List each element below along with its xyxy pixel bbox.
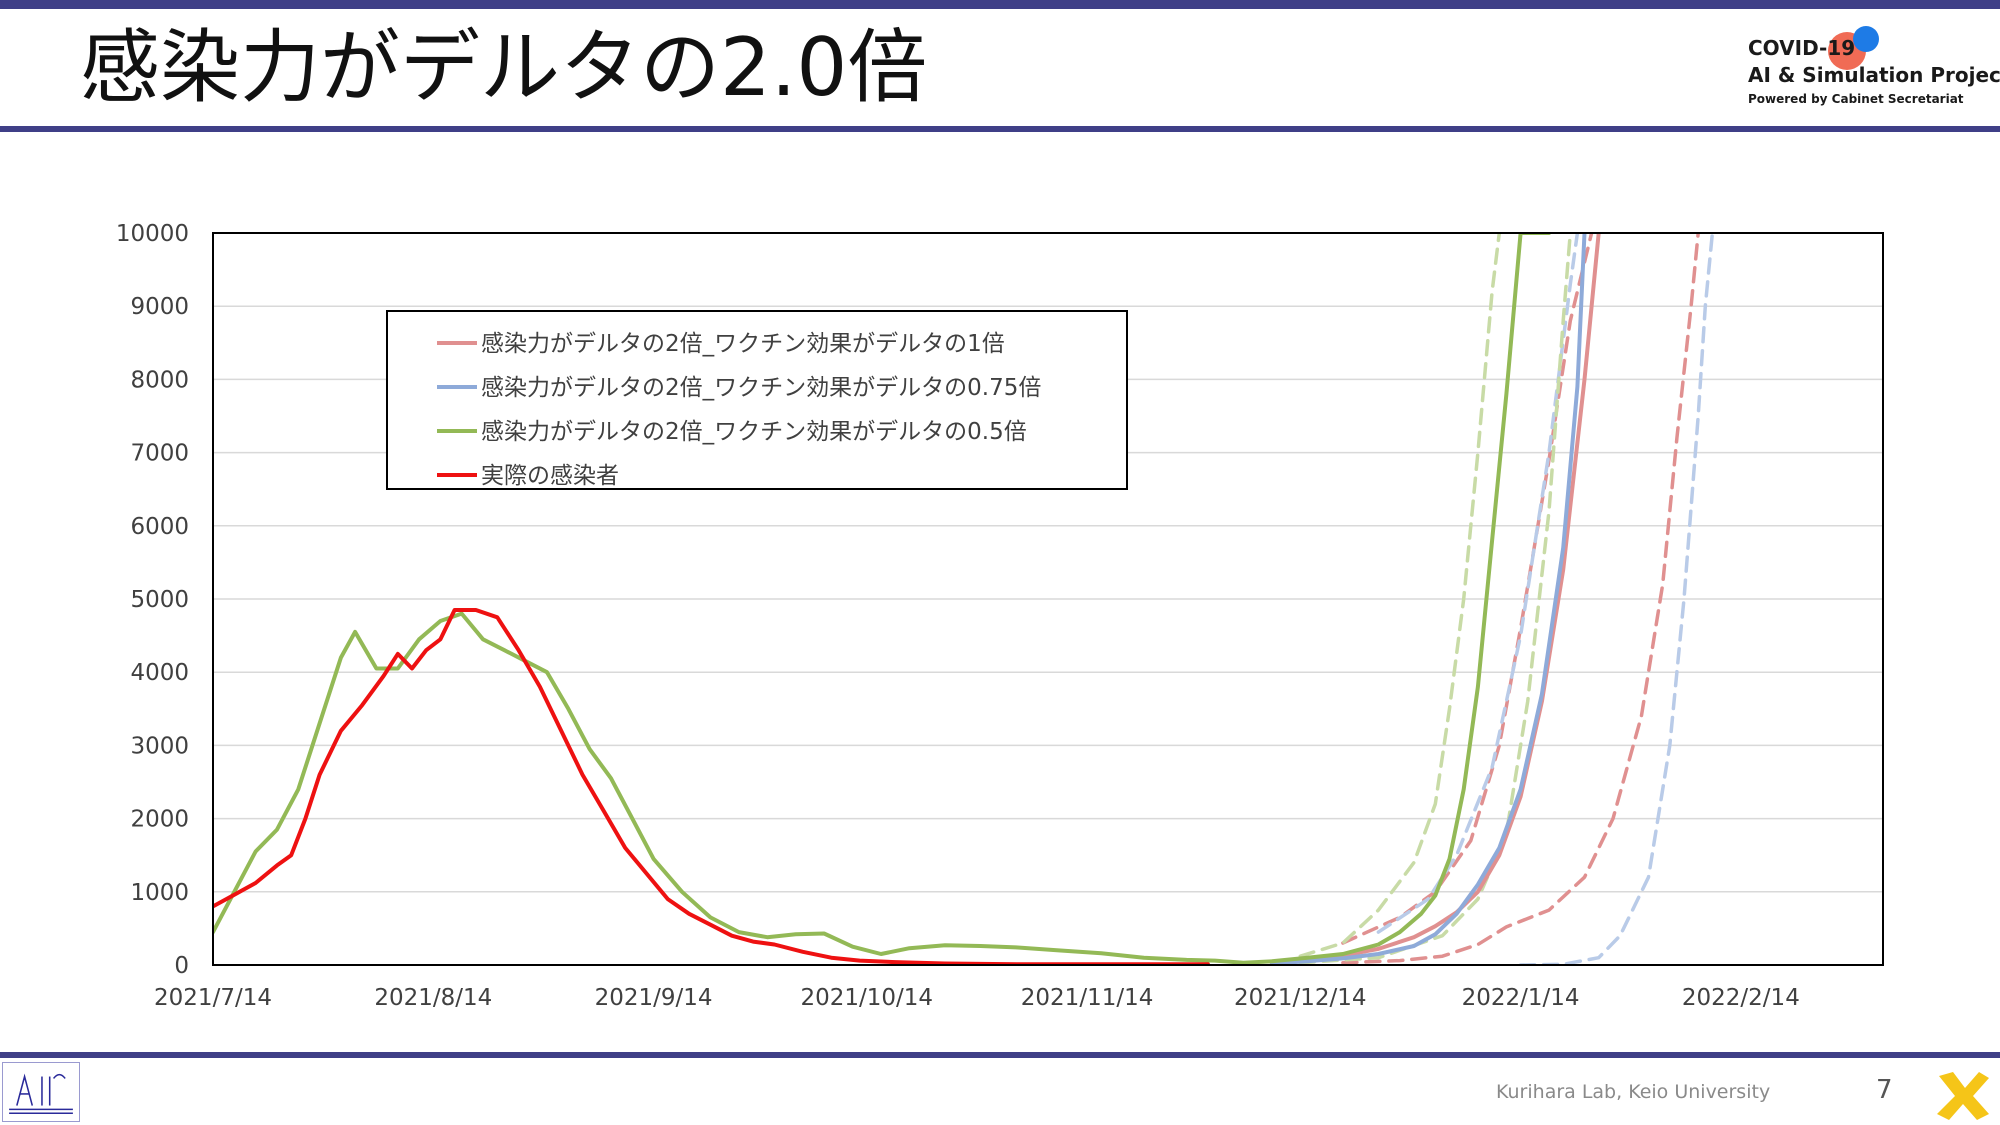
y-tick-label: 3000 (130, 733, 189, 759)
y-tick-label: 4000 (130, 660, 189, 686)
y-tick-label: 2000 (130, 807, 189, 833)
x-tick-label: 2021/11/14 (1021, 985, 1154, 1011)
corner-cross-icon (1937, 1072, 1989, 1120)
footer-rule (0, 1052, 2000, 1058)
y-tick-label: 7000 (130, 441, 189, 467)
logo-line-3: Powered by Cabinet Secretariat (1748, 92, 1964, 106)
covid-project-logo: COVID-19 AI & Simulation Project Powered… (1745, 22, 2000, 117)
dashed-series-line (1298, 233, 1502, 958)
logo-line-1: COVID-19 (1748, 36, 1856, 60)
x-tick-label: 2021/10/14 (800, 985, 933, 1011)
y-tick-label: 0 (174, 953, 189, 979)
x-tick-label: 2021/9/14 (595, 985, 713, 1011)
y-tick-label: 10000 (116, 221, 189, 247)
top-accent-bar (0, 0, 2000, 9)
slide-title: 感染力がデルタの2.0倍 (80, 21, 928, 114)
legend-entry: 感染力がデルタの2倍_ワクチン効果がデルタの1倍 (481, 331, 1005, 357)
dashed-series-line (1518, 233, 1715, 965)
dashed-series-line (1341, 233, 1700, 965)
y-tick-label: 8000 (130, 367, 189, 393)
x-tick-label: 2022/1/14 (1462, 985, 1580, 1011)
series-line (213, 608, 1210, 965)
y-tick-label: 5000 (130, 587, 189, 613)
y-tick-label: 9000 (130, 294, 189, 320)
dashed-series-line (1298, 233, 1573, 965)
footer-credit: Kurihara Lab, Keio University (1496, 1081, 1771, 1103)
logo-blue-dot (1853, 26, 1879, 52)
x-tick-label: 2022/2/14 (1682, 985, 1800, 1011)
legend-entry: 感染力がデルタの2倍_ワクチン効果がデルタの0.5倍 (481, 419, 1027, 445)
dashed-series-line (1341, 233, 1594, 945)
series-line (1269, 233, 1587, 965)
y-tick-label: 1000 (130, 880, 189, 906)
x-tick-label: 2021/12/14 (1234, 985, 1367, 1011)
header-rule (0, 126, 2000, 132)
plot-frame (212, 232, 1884, 966)
y-tick-label: 6000 (130, 514, 189, 540)
ai-lab-logo-icon (2, 1062, 80, 1122)
legend-entry: 実際の感染者 (481, 463, 619, 489)
x-tick-label: 2021/7/14 (154, 985, 272, 1011)
x-tick-label: 2021/8/14 (374, 985, 492, 1011)
page-number: 7 (1876, 1075, 1893, 1105)
logo-line-2: AI & Simulation Project (1748, 63, 2000, 87)
legend-box (386, 310, 1128, 490)
series-line (213, 233, 1551, 965)
dashed-series-line (1376, 233, 1580, 934)
legend-entry: 感染力がデルタの2倍_ワクチン効果がデルタの0.75倍 (481, 375, 1041, 401)
